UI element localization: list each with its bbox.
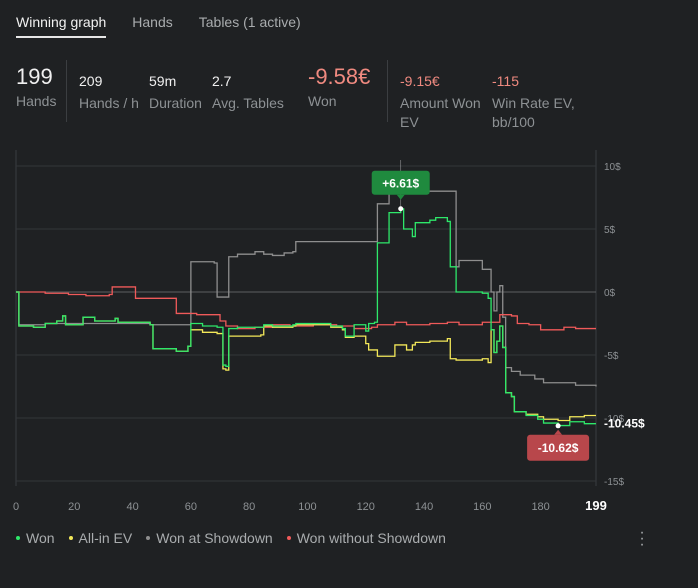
stat-won: -9.58€ Won <box>308 60 370 111</box>
stat-duration-label: Duration <box>149 95 202 111</box>
badge-min-bg <box>527 434 590 461</box>
y-tick-label: -15$ <box>604 477 624 488</box>
stat-hands-per-hour: 209 Hands / h <box>79 60 139 113</box>
legend-dot-allin-ev <box>68 536 73 540</box>
stat-amount-won-ev-label-line2: EV <box>400 114 419 130</box>
x-tick-label: 80 <box>243 501 255 513</box>
y-tick-label: -5$ <box>604 351 619 362</box>
stat-hands-per-hour-value: 209 <box>79 73 103 89</box>
more-vertical-icon[interactable]: · · · <box>639 524 645 553</box>
tab-tables[interactable]: Tables (1 active) <box>198 14 301 30</box>
legend-item-won-at-showdown[interactable]: Won at Showdown <box>146 530 273 546</box>
tab-hands[interactable]: Hands <box>132 14 173 30</box>
x-tick-label: 160 <box>473 501 491 513</box>
stat-hands: 199 Hands <box>16 60 56 111</box>
x-tick-label: 180 <box>531 501 549 513</box>
stat-won-label: Won <box>308 93 337 109</box>
series-line-won <box>16 208 596 427</box>
tab-bar: Winning graph Hands Tables (1 active) <box>16 10 327 40</box>
stat-amount-won-ev: -9.15€ Amount Won EV <box>400 60 481 132</box>
legend-dot-won <box>16 536 20 540</box>
badge-min-pointer <box>554 429 563 435</box>
stat-hands-label: Hands <box>16 93 57 109</box>
stat-win-rate-ev-label: Win Rate EV, bb/100 <box>492 94 575 132</box>
legend-label-won-at-showdown: Won at Showdown <box>156 530 273 546</box>
x-tick-label: 60 <box>185 501 197 513</box>
series-line-won-at-showdown <box>16 190 597 387</box>
x-tick-label: 140 <box>415 501 433 513</box>
x-tick-label: 20 <box>68 501 80 513</box>
stat-avg-tables-label: Avg. Tables <box>212 95 284 111</box>
stat-amount-won-ev-label-line1: Amount Won <box>400 95 481 111</box>
stat-amount-won-ev-value: -9.15€ <box>400 73 440 89</box>
stat-duration-value: 59m <box>149 73 177 89</box>
x-tick-label: 0 <box>13 501 19 513</box>
stat-duration: 59m Duration <box>149 60 202 113</box>
legend-dot-won-without-showdown <box>286 536 291 540</box>
badge-max-pointer <box>396 194 405 200</box>
winning-graph-chart[interactable]: 10$ 5$ 0$ -5$ -10$ -15$ 0 20 40 60 80 100 120 140 160 1… <box>0 150 698 520</box>
legend-dot-won-at-showdown <box>146 536 151 540</box>
y-tick-label: 10$ <box>604 162 621 173</box>
stat-hands-per-hour-label: Hands / h <box>79 95 139 111</box>
legend-label-won-without-showdown: Won without Showdown <box>296 530 446 546</box>
series-line-all-in-ev <box>16 291 596 422</box>
y-tick-label: -10$ <box>604 414 624 425</box>
chart-legend: Won All-in EV Won at Showdown Won withou… <box>16 530 460 546</box>
stat-win-rate-ev-label-line1: Win Rate EV, <box>492 95 575 111</box>
stat-avg-tables: 2.7 Avg. Tables <box>212 60 284 113</box>
end-value-label: -10.45$ <box>604 417 645 431</box>
chart-svg[interactable]: 10$ 5$ 0$ -5$ -10$ -15$ 0 20 40 60 80 100 120 140 160 1… <box>0 150 698 520</box>
stats-bar: 199 Hands 209 Hands / h 59m Duration 2.7… <box>0 60 698 140</box>
legend-label-allin-ev: All-in EV <box>78 530 133 546</box>
stat-win-rate-ev-label-line2: bb/100 <box>492 114 535 130</box>
stat-avg-tables-value: 2.7 <box>212 73 232 89</box>
divider <box>66 60 67 122</box>
legend-item-won[interactable]: Won <box>16 530 55 546</box>
x-tick-label: 120 <box>357 501 375 513</box>
tab-winning-graph[interactable]: Winning graph <box>16 10 107 38</box>
legend-item-won-without-showdown[interactable]: Won without Showdown <box>286 530 446 546</box>
stat-hands-value: 199 <box>16 64 53 89</box>
stat-win-rate-ev: -115 Win Rate EV, bb/100 <box>492 60 575 132</box>
divider <box>387 60 388 122</box>
y-tick-label: 0$ <box>604 288 616 299</box>
series-line-won-without-showdown <box>16 286 596 331</box>
min-point <box>555 423 561 429</box>
y-tick-label: 5$ <box>604 225 616 236</box>
stat-win-rate-ev-value: -115 <box>492 73 519 89</box>
stat-won-value: -9.58€ <box>308 64 371 89</box>
x-tick-label: 40 <box>126 501 138 513</box>
x-tick-label: 100 <box>298 501 316 513</box>
badge-max-label: +6.61$ <box>382 177 419 191</box>
max-point <box>398 206 404 212</box>
legend-item-allin-ev[interactable]: All-in EV <box>68 530 133 546</box>
stat-amount-won-ev-label: Amount Won EV <box>400 94 481 132</box>
legend-label-won: Won <box>26 530 55 546</box>
x-tick-label-last: 199 <box>585 498 607 513</box>
badge-max-bg <box>371 170 430 195</box>
badge-min-label: -10.62$ <box>538 441 579 455</box>
